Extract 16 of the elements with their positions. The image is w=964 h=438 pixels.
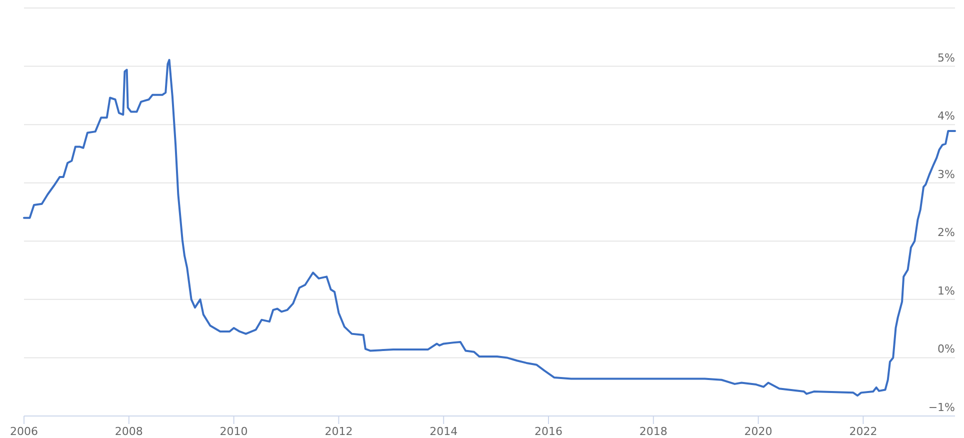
y-tick-label: 2% <box>938 226 955 240</box>
x-tick-label: 2020 <box>744 425 772 438</box>
x-tick-label: 2018 <box>639 425 668 438</box>
y-tick-label: 1% <box>938 284 955 298</box>
x-tick-label: 2010 <box>220 425 248 438</box>
x-tick-label: 2022 <box>849 425 878 438</box>
x-tick-label: 2008 <box>114 425 143 438</box>
x-tick-label: 2012 <box>324 425 353 438</box>
y-tick-label: 5% <box>938 51 955 64</box>
x-tick-label: 2006 <box>10 425 38 438</box>
y-tick-label: 4% <box>938 110 955 123</box>
y-tick-label: 3% <box>938 168 955 181</box>
y-tick-label: −1% <box>928 401 955 414</box>
x-tick-label: 2014 <box>430 425 458 438</box>
y-tick-label: 0% <box>938 342 955 356</box>
x-tick-label: 2016 <box>534 425 563 438</box>
